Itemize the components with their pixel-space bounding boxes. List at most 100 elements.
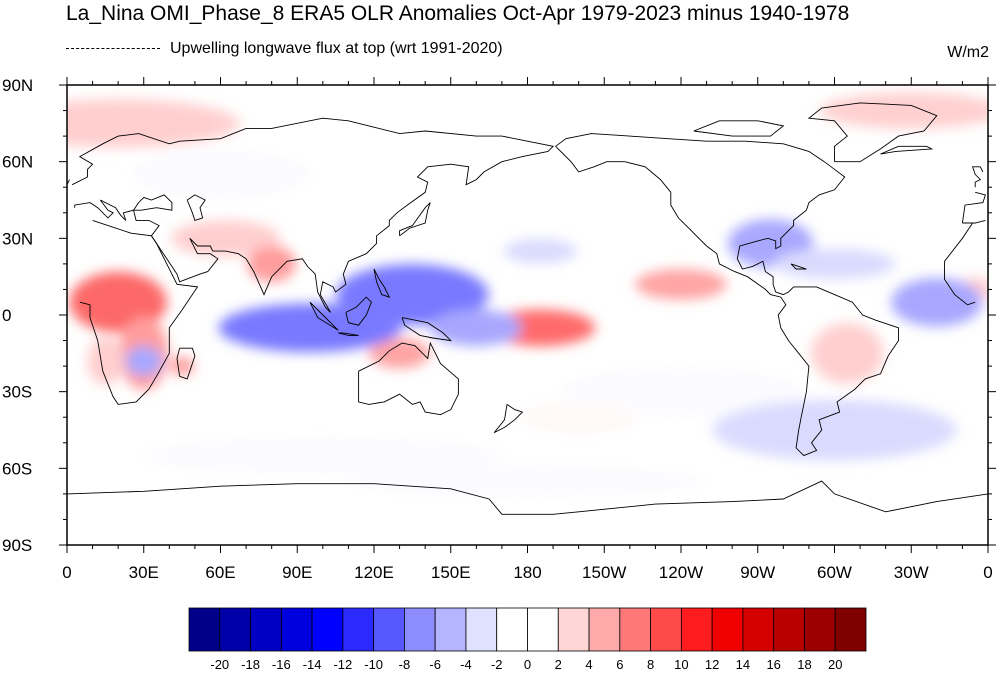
colorbar-label: -2 [491,657,503,672]
colorbar-label: -18 [241,657,260,672]
colorbar-swatch [680,607,713,652]
anomaly-region [430,309,523,347]
colorbar-swatch [250,607,282,652]
coastline [133,194,173,211]
coastline [493,404,524,434]
anomaly-region [217,303,403,353]
coastline [373,268,391,298]
anomaly-region [517,398,641,436]
x-tick-label: 150W [582,563,626,582]
colorbar-label: -14 [303,657,322,672]
colorbar-label: -4 [460,657,472,672]
colorbar-label: -16 [272,657,291,672]
subtitle-text: Upwelling longwave flux at top (wrt 1991… [170,40,503,57]
x-tick-label: 150E [431,563,471,582]
x-tick-label: 60W [817,563,852,582]
anomaly-region [86,336,124,386]
dashed-line-icon [66,48,160,50]
anomaly-region [711,399,958,461]
colorbar-swatch [527,607,559,652]
colorbar-label: -6 [429,657,441,672]
colorbar-label: -10 [364,657,383,672]
colorbar-swatch [434,607,467,652]
x-tick-label: 120W [659,563,703,582]
colorbar-label: -8 [399,657,411,672]
y-tick-label: 60N [2,153,33,172]
x-tick-label: 90W [740,563,775,582]
colorbar-swatch [342,607,375,652]
colorbar-label: 12 [705,657,719,672]
colorbar-label: 18 [797,657,811,672]
x-tick-label: 120E [354,563,394,582]
anomaly-region [169,356,195,376]
y-tick-label: 90S [2,536,32,555]
coastline [345,296,372,326]
y-tick-label: 60S [2,459,32,478]
colorbar-label: 20 [828,657,842,672]
colorbar-swatch [742,607,775,652]
anomaly-region [67,98,241,148]
colorbar-swatch [650,607,682,652]
colorbar-swatch [188,607,221,652]
colorbar-swatch [711,607,744,652]
colorbar-label: 8 [647,657,654,672]
y-tick-label: 90N [2,76,33,95]
colorbar-swatch [773,607,805,652]
anomaly-region [343,465,712,497]
colorbar-label: -20 [210,657,229,672]
coastline [358,341,459,416]
anomaly-region [247,245,297,283]
y-tick-label: 30N [2,229,33,248]
axis-ticks: 0 30E 60E 90E 120E 150E 180 150W 120W 90W 60W 30W 0 9… [2,76,996,582]
anomaly-region [890,277,983,327]
anomaly-region [125,345,163,377]
colorbar-swatch [557,607,590,652]
x-tick-label: 60E [205,563,235,582]
colorbar-label: 16 [766,657,780,672]
colorbar-swatch [219,607,251,652]
colorbar-swatch [834,607,867,652]
colorbar-label: 4 [585,657,592,672]
coastline [880,145,934,155]
units-label: W/m2 [947,44,989,61]
colorbar-swatch [804,607,836,652]
colorbar-swatch [280,607,313,652]
colorbar-label: 2 [555,657,562,672]
coastline [71,117,986,313]
x-tick-label: 30E [129,563,159,582]
y-tick-label: 0 [2,306,11,325]
coastline [693,120,785,137]
colorbar-swatch [619,607,651,652]
coastline [790,263,807,270]
y-tick-label: 30S [2,383,32,402]
coastline [67,480,988,515]
x-tick-label: 0 [983,563,992,582]
plot-title: La_Nina OMI_Phase_8 ERA5 OLR Anomalies O… [66,2,850,25]
coastline [399,202,431,237]
coastline [309,301,339,331]
coastline [807,102,938,163]
anomaly-region [503,238,578,264]
anomaly-region [810,322,885,385]
coastline [186,194,206,221]
anomaly-region [170,219,281,257]
colorbar-swatch [404,607,436,652]
colorbar-label: 14 [736,657,750,672]
colorbar-swatch [465,607,498,652]
x-tick-label: 0 [62,563,71,582]
colorbar-swatch [496,607,528,652]
coastline [176,347,196,380]
colorbar-label: 10 [674,657,688,672]
coastline [338,332,359,336]
colorbar-label: 6 [616,657,623,672]
anomaly-region [773,248,896,280]
colorbar-swatch [373,607,405,652]
colorbar-swatch [311,607,344,652]
colorbar-label: -12 [333,657,352,672]
plot-subtitle: Upwelling longwave flux at top (wrt 1991… [66,40,503,58]
anomaly-region [634,269,728,300]
x-tick-label: 90E [282,563,312,582]
anomaly-region [335,263,490,326]
anomaly-region [128,149,313,199]
